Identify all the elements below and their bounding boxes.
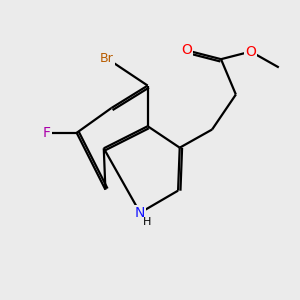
Text: H: H bbox=[142, 217, 151, 227]
Text: F: F bbox=[43, 126, 51, 140]
Text: O: O bbox=[181, 43, 192, 57]
Text: Br: Br bbox=[100, 52, 114, 65]
Text: N: N bbox=[135, 206, 145, 220]
Text: O: O bbox=[245, 45, 256, 58]
